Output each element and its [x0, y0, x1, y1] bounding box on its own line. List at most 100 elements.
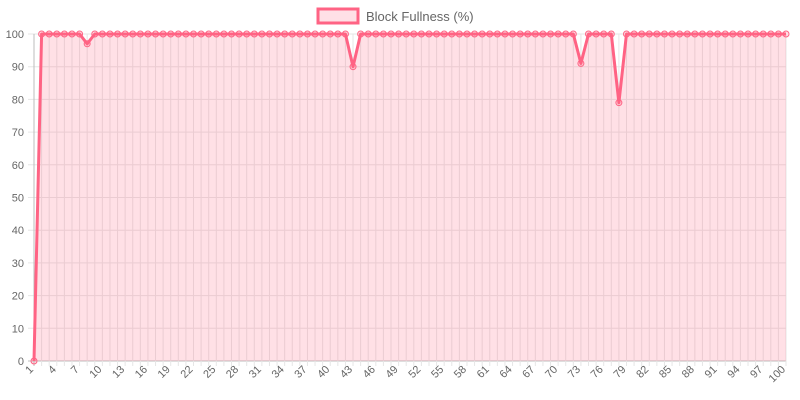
data-point — [38, 30, 46, 38]
data-point — [281, 30, 289, 38]
x-tick-label: 16 — [133, 364, 150, 381]
data-point — [706, 30, 714, 38]
data-point — [425, 30, 433, 38]
data-point — [417, 30, 425, 38]
data-point — [212, 30, 220, 38]
data-point — [98, 30, 106, 38]
data-point — [402, 30, 410, 38]
data-point — [668, 30, 676, 38]
data-point — [288, 30, 296, 38]
data-point — [273, 30, 281, 38]
data-point — [455, 30, 463, 38]
data-point — [448, 30, 456, 38]
data-point — [68, 30, 76, 38]
x-tick-label: 46 — [361, 364, 378, 381]
data-point — [744, 30, 752, 38]
data-point — [433, 30, 441, 38]
data-point — [53, 30, 61, 38]
x-tick-label: 28 — [224, 364, 241, 381]
x-tick-label: 82 — [634, 364, 651, 381]
data-point — [243, 30, 251, 38]
data-point — [60, 30, 68, 38]
data-point — [615, 99, 623, 107]
data-point — [516, 30, 524, 38]
data-point — [341, 30, 349, 38]
data-point — [30, 357, 38, 365]
data-point — [721, 30, 729, 38]
x-tick-label: 97 — [748, 364, 765, 381]
data-point — [577, 59, 585, 67]
x-tick-label: 43 — [338, 364, 355, 381]
data-point — [501, 30, 509, 38]
data-point — [303, 30, 311, 38]
data-point — [592, 30, 600, 38]
y-tick-label: 60 — [12, 160, 24, 172]
data-point — [152, 30, 160, 38]
x-tick-label: 52 — [406, 364, 423, 381]
x-tick-label: 100 — [767, 364, 788, 385]
x-tick-label: 67 — [520, 364, 537, 381]
y-tick-label: 50 — [12, 193, 24, 205]
x-tick-label: 61 — [475, 364, 492, 381]
data-point — [683, 30, 691, 38]
data-point — [607, 30, 615, 38]
data-point — [197, 30, 205, 38]
data-point — [691, 30, 699, 38]
data-point — [524, 30, 532, 38]
data-point — [250, 30, 258, 38]
data-point — [638, 30, 646, 38]
data-point — [509, 30, 517, 38]
data-point — [364, 30, 372, 38]
y-tick-label: 20 — [12, 291, 24, 303]
data-point — [91, 30, 99, 38]
data-point — [410, 30, 418, 38]
y-tick-label: 70 — [12, 127, 24, 139]
data-point — [531, 30, 539, 38]
y-tick-label: 80 — [12, 94, 24, 106]
data-point — [774, 30, 782, 38]
x-tick-label: 49 — [384, 364, 401, 381]
data-point — [311, 30, 319, 38]
x-tick-label: 34 — [270, 364, 287, 381]
x-tick-label: 58 — [452, 364, 469, 381]
y-tick-label: 100 — [6, 29, 24, 41]
x-tick-label: 73 — [566, 364, 583, 381]
data-point — [349, 63, 357, 71]
x-tick-label: 22 — [178, 364, 195, 381]
y-tick-label: 0 — [18, 356, 24, 368]
data-point — [357, 30, 365, 38]
data-point — [569, 30, 577, 38]
x-tick-label: 40 — [315, 364, 332, 381]
data-point — [562, 30, 570, 38]
data-point — [698, 30, 706, 38]
legend[interactable]: Block Fullness (%) — [316, 7, 474, 25]
data-point — [45, 30, 53, 38]
x-tick-label: 64 — [498, 364, 515, 381]
data-point — [736, 30, 744, 38]
data-point — [660, 30, 668, 38]
data-point — [767, 30, 775, 38]
data-point — [296, 30, 304, 38]
series-block-fullness — [30, 30, 790, 365]
y-tick-label: 30 — [12, 258, 24, 270]
x-tick-label: 13 — [110, 364, 127, 381]
data-point — [463, 30, 471, 38]
data-point — [114, 30, 122, 38]
y-tick-label: 90 — [12, 62, 24, 74]
y-tick-label: 10 — [12, 323, 24, 335]
data-point — [653, 30, 661, 38]
data-point — [645, 30, 653, 38]
data-point — [258, 30, 266, 38]
data-point — [265, 30, 273, 38]
x-tick-label: 85 — [657, 364, 674, 381]
data-point — [782, 30, 790, 38]
x-tick-label: 37 — [292, 364, 309, 381]
data-point — [554, 30, 562, 38]
x-tick-label: 31 — [247, 364, 264, 381]
x-tick-label: 70 — [543, 364, 560, 381]
data-point — [493, 30, 501, 38]
data-point — [136, 30, 144, 38]
data-point — [174, 30, 182, 38]
